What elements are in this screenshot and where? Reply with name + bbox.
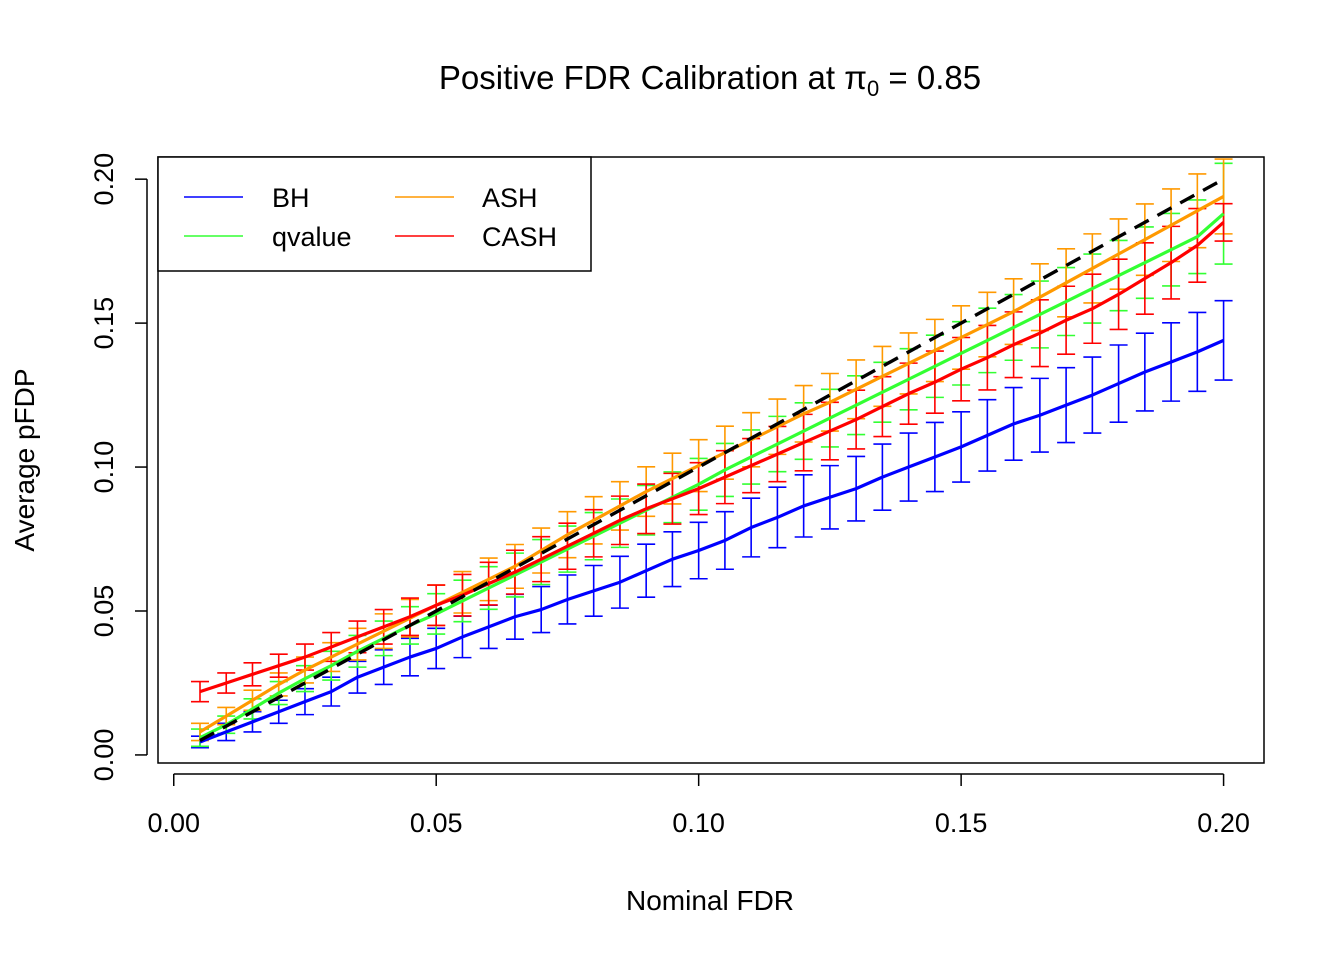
series-line-ash (199, 195, 1225, 734)
plot-frame (157, 156, 1265, 764)
series-line-bh (199, 338, 1225, 744)
y-tick-label: 0.15 (89, 297, 119, 350)
legend-item-ash: ASH (395, 183, 538, 213)
y-tick-label: 0.05 (89, 585, 119, 638)
legend-item-cash: CASH (395, 222, 557, 252)
y-tick-label: 0.10 (89, 441, 119, 494)
legend-label: qvalue (272, 222, 352, 252)
x-axis: 0.00 0.05 0.10 0.15 0.20 (147, 773, 1250, 838)
reference-line (199, 177, 1225, 743)
legend-label: CASH (482, 222, 557, 252)
legend-label: ASH (482, 183, 538, 213)
chart-title-symbol: π (844, 59, 867, 96)
legend-label: BH (272, 183, 310, 213)
legend-box (157, 156, 592, 272)
chart-title-subscript: 0 (867, 76, 879, 101)
y-tick-label: 0.00 (89, 729, 119, 782)
chart-title: Positive FDR Calibration at π0 = 0.85 (439, 59, 981, 101)
x-tick-label: 0.05 (410, 808, 463, 838)
series-line-qvalue (199, 212, 1225, 740)
x-axis-title: Nominal FDR (626, 885, 794, 916)
x-tick-label: 0.15 (935, 808, 988, 838)
legend-item-qvalue: qvalue (184, 222, 352, 252)
y-axis: 0.00 0.05 0.10 0.15 0.20 (89, 153, 148, 782)
series-errorbars-bh (190, 299, 1233, 749)
series-line-cash (199, 221, 1225, 694)
legend-item-bh: BH (184, 183, 310, 213)
y-axis-title: Average pFDP (9, 368, 40, 551)
series-layer (190, 158, 1233, 749)
chart-title-prefix: Positive FDR Calibration at (439, 59, 844, 96)
x-tick-label: 0.10 (672, 808, 725, 838)
y-tick-label: 0.20 (89, 153, 119, 206)
x-tick-label: 0.20 (1197, 808, 1250, 838)
x-tick-label: 0.00 (147, 808, 200, 838)
legend: BH qvalue ASH CASH (157, 156, 592, 272)
chart-title-suffix: = 0.85 (879, 59, 981, 96)
